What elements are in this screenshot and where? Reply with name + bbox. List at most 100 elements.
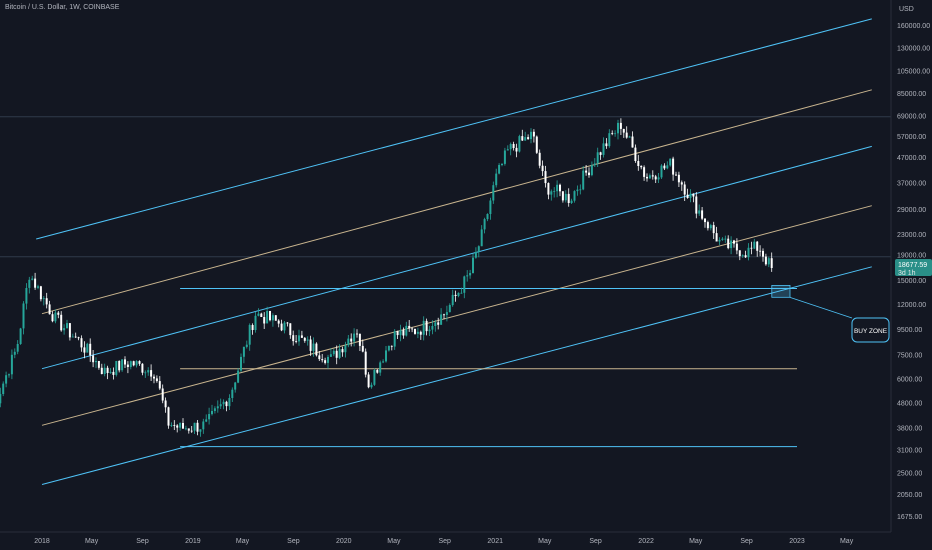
candle-body bbox=[147, 370, 150, 373]
candle-body bbox=[202, 421, 205, 430]
symbol-title: Bitcoin / U.S. Dollar, 1W, COINBASE bbox=[5, 4, 120, 11]
candle-body bbox=[80, 338, 83, 348]
candle-body bbox=[762, 250, 764, 257]
buy-zone[interactable]: BUY ZONE bbox=[771, 284, 890, 343]
candle-body bbox=[63, 328, 66, 331]
candle-body bbox=[512, 144, 515, 148]
candle-body bbox=[680, 182, 683, 185]
buy-zone-label: BUY ZONE bbox=[854, 328, 888, 335]
candle-body bbox=[283, 322, 286, 331]
candle-body bbox=[138, 361, 141, 364]
candle-body bbox=[495, 173, 498, 186]
candle-body bbox=[173, 425, 176, 426]
candle-body bbox=[460, 292, 463, 294]
candle-body bbox=[640, 165, 643, 168]
candle-body bbox=[126, 364, 129, 367]
candle-body bbox=[97, 361, 100, 368]
candle-body bbox=[706, 222, 709, 229]
candle-body bbox=[199, 429, 202, 432]
candle-body bbox=[161, 388, 164, 401]
candle-body bbox=[269, 311, 271, 321]
candle-body bbox=[318, 355, 321, 360]
candle-body bbox=[579, 189, 582, 191]
candle-body bbox=[71, 336, 74, 338]
candle-body bbox=[451, 294, 454, 306]
price-tick-label: 85000.00 bbox=[897, 91, 926, 98]
candle-body bbox=[698, 210, 701, 214]
candle-body bbox=[544, 171, 547, 184]
time-tick-label: 2021 bbox=[487, 538, 503, 545]
channel-line[interactable] bbox=[41, 89, 872, 315]
candle-body bbox=[196, 422, 199, 432]
candle-body bbox=[344, 345, 347, 353]
candle-body bbox=[358, 333, 361, 346]
candle-body bbox=[164, 400, 167, 408]
candle-body bbox=[727, 238, 730, 249]
candle-body bbox=[666, 165, 669, 169]
candle-body bbox=[118, 361, 121, 371]
candle-body bbox=[619, 122, 622, 129]
price-tick-label: 12000.00 bbox=[897, 302, 926, 309]
candle-body bbox=[193, 422, 196, 431]
candle-body bbox=[646, 176, 648, 179]
buy-zone-callout[interactable] bbox=[851, 317, 890, 343]
drawing-overlays[interactable] bbox=[36, 18, 872, 485]
channel-line[interactable] bbox=[41, 145, 872, 370]
candle-body bbox=[34, 278, 37, 288]
channel-line[interactable] bbox=[41, 266, 872, 485]
candle-body bbox=[561, 191, 564, 201]
candle-body bbox=[176, 425, 179, 428]
candle-body bbox=[364, 351, 367, 375]
time-tick-label: 2020 bbox=[336, 538, 352, 545]
last-price-countdown: 3d 1h bbox=[898, 270, 916, 277]
candle-body bbox=[657, 177, 660, 180]
time-tick-label: May bbox=[538, 538, 552, 545]
candle-body bbox=[112, 371, 115, 375]
candle-body bbox=[486, 214, 489, 220]
candle-body bbox=[373, 370, 376, 385]
candle-body bbox=[712, 225, 715, 234]
candle-body bbox=[254, 315, 257, 330]
candle-body bbox=[10, 354, 13, 375]
candle-body bbox=[187, 428, 190, 431]
candle-body bbox=[466, 275, 469, 277]
candle-body bbox=[5, 375, 8, 384]
last-price-label: 18677.59 3d 1h bbox=[895, 259, 932, 277]
buy-zone-box[interactable] bbox=[771, 284, 791, 298]
channel-line[interactable] bbox=[36, 18, 872, 240]
time-axis[interactable]: Sep 2018 May Sep 2019 May Sep 2020 May Sep 2021 May… bbox=[0, 538, 854, 545]
price-tick-label: 3100.00 bbox=[897, 448, 922, 455]
candle-body bbox=[553, 191, 556, 192]
candle-body bbox=[419, 331, 422, 335]
candle-body bbox=[167, 407, 170, 426]
price-tick-label: 7500.00 bbox=[897, 352, 922, 359]
candle-body bbox=[588, 172, 590, 176]
candle-body bbox=[437, 322, 440, 325]
candle-body bbox=[530, 131, 532, 140]
candle-body bbox=[477, 246, 480, 252]
candle-body bbox=[2, 383, 5, 394]
candle-body bbox=[225, 401, 228, 407]
candle-body bbox=[472, 257, 474, 273]
candle-body bbox=[631, 136, 634, 148]
candle-body bbox=[89, 343, 92, 356]
candle-body bbox=[25, 288, 28, 304]
price-axis[interactable]: 160000.00 130000.00 105000.00 85000.00 69000… bbox=[897, 23, 930, 521]
candle-body bbox=[228, 398, 231, 407]
price-tick-label: 37000.00 bbox=[897, 181, 926, 188]
candle-body bbox=[651, 175, 654, 177]
candle-body bbox=[643, 167, 646, 177]
candle-body bbox=[408, 325, 411, 329]
candle-body bbox=[237, 370, 240, 383]
candle-body bbox=[324, 360, 327, 363]
candle-body bbox=[605, 143, 608, 147]
price-tick-label: 4800.00 bbox=[897, 400, 922, 407]
candle-body bbox=[440, 314, 443, 325]
candle-body bbox=[506, 149, 509, 151]
candle-body bbox=[585, 170, 588, 173]
price-tick-label: 130000.00 bbox=[897, 45, 930, 52]
candle-body bbox=[376, 370, 379, 373]
candle-body bbox=[582, 170, 585, 190]
candle-body bbox=[764, 256, 767, 265]
